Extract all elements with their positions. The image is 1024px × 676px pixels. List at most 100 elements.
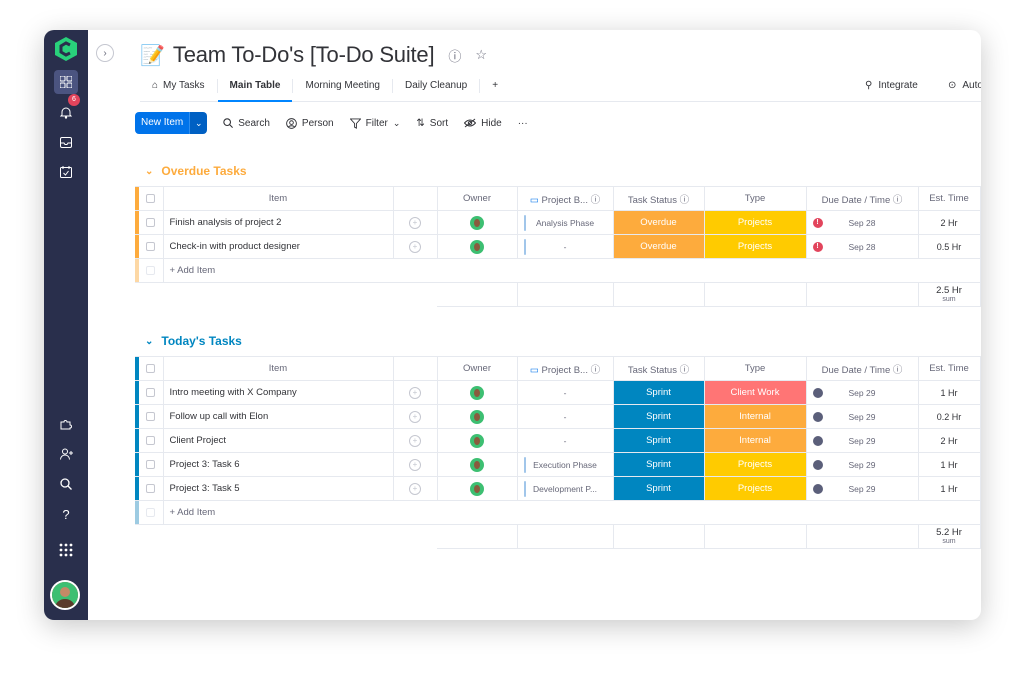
column-item[interactable]: Item	[163, 186, 394, 211]
search-icon[interactable]	[54, 472, 78, 496]
table-row[interactable]: Project 3: Task 5 + Development P... Spr…	[135, 476, 981, 501]
info-icon[interactable]: ⓘ	[590, 364, 601, 376]
due-date-cell[interactable]: Sep 29	[806, 452, 919, 477]
item-name[interactable]: Follow up call with Elon	[163, 404, 394, 429]
puzzle-icon[interactable]	[54, 412, 78, 436]
column-due-date[interactable]: Due Date / Time ⓘ	[806, 356, 919, 381]
status-label[interactable]: Sprint	[613, 380, 705, 405]
table-row[interactable]: Check-in with product designer + - Overd…	[135, 234, 981, 259]
filter-button[interactable]: Filter ⌄	[349, 118, 400, 129]
add-update-icon[interactable]: +	[409, 410, 421, 423]
type-label[interactable]: Internal	[704, 428, 807, 453]
column-project[interactable]: ▭ Project B... ⓘ	[517, 356, 614, 381]
add-update-icon[interactable]: +	[409, 240, 421, 253]
chevron-down-icon[interactable]: ⌄	[145, 165, 154, 177]
column-owner[interactable]: Owner	[437, 356, 518, 381]
chevron-down-icon[interactable]: ⌄	[145, 335, 154, 347]
status-label[interactable]: Sprint	[613, 428, 705, 453]
owner-avatar[interactable]	[470, 481, 484, 496]
add-item-row[interactable]: + Add Item	[135, 258, 981, 283]
group-header-today[interactable]: ⌄ Today's Tasks	[145, 334, 242, 348]
row-checkbox[interactable]	[146, 412, 156, 421]
user-avatar[interactable]	[50, 580, 80, 610]
owner-avatar[interactable]	[470, 409, 484, 424]
more-options-button[interactable]: ···	[517, 117, 528, 129]
tab-daily-cleanup[interactable]: Daily Cleanup	[404, 80, 468, 91]
item-name[interactable]: Client Project	[163, 428, 394, 453]
owner-avatar[interactable]	[470, 433, 484, 448]
table-row[interactable]: Intro meeting with X Company + - Sprint …	[135, 380, 981, 405]
table-row[interactable]: Follow up call with Elon + - Sprint Inte…	[135, 404, 981, 429]
row-checkbox[interactable]	[146, 484, 156, 493]
person-filter-button[interactable]: Person	[286, 118, 334, 129]
bell-icon[interactable]	[54, 100, 78, 124]
help-icon[interactable]: ?	[62, 506, 70, 522]
select-all-checkbox[interactable]	[146, 194, 156, 203]
column-task-status[interactable]: Task Status ⓘ	[613, 356, 705, 381]
info-icon[interactable]: ⓘ	[892, 364, 903, 376]
project-cell[interactable]: Execution Phase	[517, 452, 614, 477]
add-item-input[interactable]: + Add Item	[163, 258, 981, 283]
project-cell[interactable]: -	[517, 234, 614, 259]
add-update-icon[interactable]: +	[409, 482, 421, 495]
type-label[interactable]: Projects	[704, 476, 807, 501]
est-time-cell[interactable]: 2 Hr	[918, 428, 981, 453]
sort-button[interactable]: ⇅ Sort	[416, 117, 449, 129]
table-row[interactable]: Client Project + - Sprint Internal Sep 2…	[135, 428, 981, 453]
due-date-cell[interactable]: Sep 29	[806, 404, 919, 429]
select-all-checkbox[interactable]	[146, 364, 156, 373]
app-logo-icon[interactable]	[54, 36, 78, 62]
row-checkbox[interactable]	[146, 436, 156, 445]
due-date-cell[interactable]: ! Sep 28	[806, 210, 919, 235]
project-cell[interactable]: -	[517, 380, 614, 405]
add-user-icon[interactable]	[54, 442, 78, 466]
item-name[interactable]: Check-in with product designer	[163, 234, 394, 259]
type-label[interactable]: Client Work	[704, 380, 807, 405]
column-project[interactable]: ▭ Project B... ⓘ	[517, 186, 614, 211]
add-update-icon[interactable]: +	[409, 434, 421, 447]
add-update-icon[interactable]: +	[409, 216, 421, 229]
owner-avatar[interactable]	[470, 457, 484, 472]
integrate-button[interactable]: ⚲ Integrate	[865, 80, 918, 91]
type-label[interactable]: Projects	[704, 234, 807, 259]
row-checkbox[interactable]	[146, 218, 156, 227]
est-time-cell[interactable]: 0.5 Hr	[918, 234, 981, 259]
board-title[interactable]: Team To-Do's [To-Do Suite]	[172, 42, 435, 67]
row-checkbox[interactable]	[146, 242, 156, 251]
type-label[interactable]: Internal	[704, 404, 807, 429]
search-button[interactable]: Search	[223, 118, 270, 129]
status-label[interactable]: Overdue	[613, 210, 705, 235]
item-name[interactable]: Project 3: Task 6	[163, 452, 394, 477]
column-item[interactable]: Item	[163, 356, 394, 381]
column-est-time[interactable]: Est. Time	[918, 356, 981, 381]
add-update-icon[interactable]: +	[409, 458, 421, 471]
due-date-cell[interactable]: ! Sep 28	[806, 234, 919, 259]
star-icon[interactable]: ☆	[475, 47, 488, 62]
column-task-status[interactable]: Task Status ⓘ	[613, 186, 705, 211]
row-checkbox[interactable]	[146, 388, 156, 397]
add-item-row[interactable]: + Add Item	[135, 500, 981, 525]
owner-avatar[interactable]	[470, 239, 484, 254]
collapse-sidebar-button[interactable]: ›	[96, 44, 114, 62]
est-time-cell[interactable]: 2 Hr	[918, 210, 981, 235]
automate-button[interactable]: ⊙ Autom	[948, 80, 981, 91]
status-label[interactable]: Sprint	[613, 452, 705, 477]
info-icon[interactable]: ⓘ	[679, 194, 690, 206]
inbox-icon[interactable]	[54, 130, 78, 154]
column-type[interactable]: Type	[704, 186, 807, 211]
item-name[interactable]: Finish analysis of project 2	[163, 210, 394, 235]
info-icon[interactable]: ⓘ	[448, 48, 462, 64]
owner-avatar[interactable]	[470, 215, 484, 230]
status-label[interactable]: Overdue	[613, 234, 705, 259]
item-name[interactable]: Intro meeting with X Company	[163, 380, 394, 405]
apps-icon[interactable]	[54, 70, 78, 94]
tab-main-table[interactable]: Main Table	[217, 76, 293, 102]
project-cell[interactable]: Development P...	[517, 476, 614, 501]
due-date-cell[interactable]: Sep 29	[806, 428, 919, 453]
add-item-input[interactable]: + Add Item	[163, 500, 981, 525]
est-time-cell[interactable]: 1 Hr	[918, 380, 981, 405]
row-checkbox[interactable]	[146, 460, 156, 469]
type-label[interactable]: Projects	[704, 452, 807, 477]
tab-my-tasks[interactable]: ⌂ My Tasks	[140, 76, 217, 102]
table-row[interactable]: Project 3: Task 6 + Execution Phase Spri…	[135, 452, 981, 477]
